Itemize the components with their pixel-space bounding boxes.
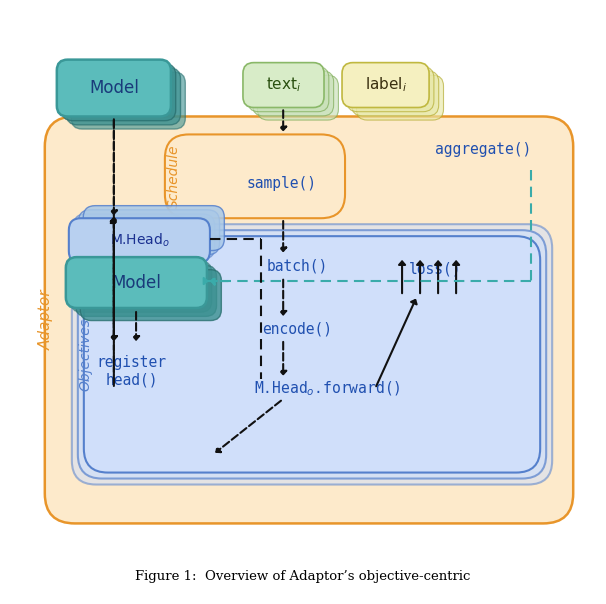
FancyBboxPatch shape xyxy=(74,214,215,259)
Text: Schedule: Schedule xyxy=(167,144,181,208)
Text: M.Head$_o$: M.Head$_o$ xyxy=(110,232,169,249)
Text: M.Head$_o$.forward(): M.Head$_o$.forward() xyxy=(254,379,401,398)
Text: register
head(): register head() xyxy=(97,355,167,387)
FancyBboxPatch shape xyxy=(253,71,334,116)
FancyBboxPatch shape xyxy=(243,63,324,108)
FancyBboxPatch shape xyxy=(258,75,338,120)
FancyBboxPatch shape xyxy=(66,257,207,308)
FancyBboxPatch shape xyxy=(347,67,434,112)
FancyBboxPatch shape xyxy=(84,236,540,472)
Text: Model: Model xyxy=(112,274,161,292)
FancyBboxPatch shape xyxy=(78,230,546,478)
Text: Adaptor: Adaptor xyxy=(39,290,53,350)
Text: Model: Model xyxy=(89,79,139,97)
FancyBboxPatch shape xyxy=(57,60,171,117)
FancyBboxPatch shape xyxy=(62,64,176,121)
Text: sample(): sample() xyxy=(247,176,317,191)
FancyBboxPatch shape xyxy=(342,63,429,108)
Text: text$_i$: text$_i$ xyxy=(266,76,301,94)
Text: Figure 1:  Overview of Adaptor’s objective-centric: Figure 1: Overview of Adaptor’s objectiv… xyxy=(135,570,471,583)
Text: batch(): batch() xyxy=(267,259,328,274)
FancyBboxPatch shape xyxy=(248,67,329,112)
FancyBboxPatch shape xyxy=(72,224,552,484)
FancyBboxPatch shape xyxy=(71,262,211,312)
FancyBboxPatch shape xyxy=(83,205,224,251)
FancyBboxPatch shape xyxy=(78,210,219,255)
FancyBboxPatch shape xyxy=(165,135,345,218)
Text: aggregate(): aggregate() xyxy=(435,142,531,157)
Text: encode(): encode() xyxy=(262,321,332,336)
FancyBboxPatch shape xyxy=(45,117,573,524)
FancyBboxPatch shape xyxy=(80,269,221,321)
FancyBboxPatch shape xyxy=(356,75,444,120)
Text: label$_i$: label$_i$ xyxy=(365,76,407,94)
Text: loss(): loss() xyxy=(409,262,461,277)
FancyBboxPatch shape xyxy=(351,71,439,116)
FancyBboxPatch shape xyxy=(69,218,210,263)
FancyBboxPatch shape xyxy=(75,266,216,316)
FancyBboxPatch shape xyxy=(67,68,181,125)
Text: Objectives: Objectives xyxy=(79,318,93,391)
FancyBboxPatch shape xyxy=(72,72,185,129)
